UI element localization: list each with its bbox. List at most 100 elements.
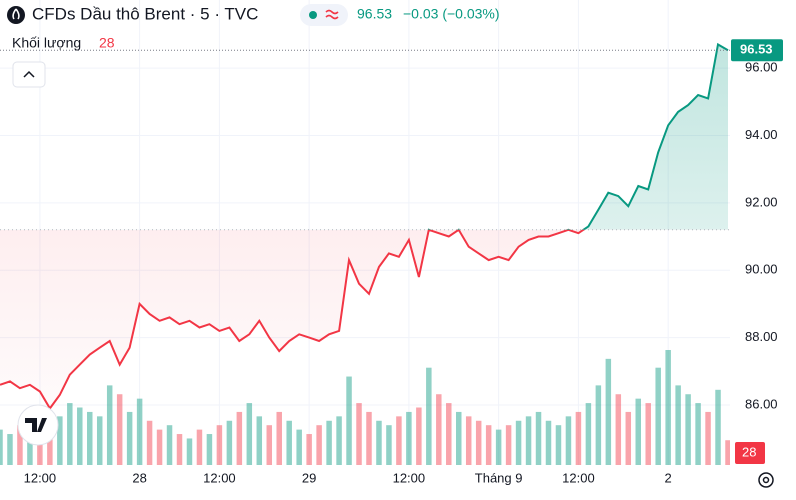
volume-bar: [695, 403, 701, 465]
volume-bar: [675, 385, 681, 465]
volume-bar: [77, 407, 83, 465]
header: CFDs Dầu thô Brent · 5 · TVC 96.53 −0.03…: [7, 4, 500, 88]
last-price: 96.53: [357, 6, 392, 22]
volume-bar: [485, 425, 492, 465]
volume-bar: [595, 385, 602, 465]
volume-bar: [635, 398, 641, 465]
volume-bar: [136, 398, 143, 465]
volume-bar: [446, 403, 452, 465]
volume-bar: [505, 425, 512, 465]
volume-bar: [495, 429, 502, 465]
x-tick-label: 12:00: [24, 470, 57, 485]
volume-bar: [386, 425, 392, 465]
volume-bar: [555, 425, 562, 465]
volume-bar: [396, 416, 402, 465]
time-axis-bg: [0, 466, 796, 495]
volume-bar: [27, 438, 33, 465]
volume-bar: [525, 416, 532, 465]
volume-bar: [96, 416, 103, 465]
volume-legend-value: 28: [99, 35, 115, 51]
volume-bar: [87, 411, 93, 465]
volume-bar: [515, 420, 522, 465]
volume-bar: [426, 367, 432, 465]
volume-bar: [166, 425, 173, 465]
x-tick-label: 12:00: [393, 470, 426, 485]
volume-bar: [436, 394, 442, 465]
plot-area: [0, 0, 731, 465]
volume-bar: [17, 425, 23, 465]
volume-bar: [615, 394, 622, 465]
volume-bar: [545, 420, 552, 465]
volume-bar: [605, 358, 612, 465]
volume-bar: [565, 416, 572, 465]
volume-bar: [705, 411, 711, 465]
price-line-up: [427, 42, 729, 230]
drop-icon: [12, 8, 20, 20]
collapse-button[interactable]: [12, 61, 46, 88]
volume-legend: Khối lượng: [12, 35, 81, 51]
tv-logo[interactable]: [17, 404, 59, 446]
volume-bar: [296, 429, 302, 465]
volume-bar: [67, 403, 73, 465]
volume-bar: [585, 403, 592, 465]
volume-bar: [575, 411, 582, 465]
volume-bar: [176, 434, 183, 465]
volume-bar: [685, 394, 691, 465]
volume-bar: [645, 403, 651, 465]
delayed-icon: [325, 9, 339, 20]
volume-bar: [625, 411, 632, 465]
volume-bar: [236, 411, 243, 465]
volume-bar: [655, 367, 661, 465]
volume-bar: [256, 416, 263, 465]
volume-bar: [57, 416, 63, 465]
settings-icon-center: [762, 476, 770, 484]
y-tick-label: 88.00: [745, 329, 778, 344]
volume-bar: [146, 420, 153, 465]
volume-bar: [276, 411, 282, 465]
volume-bar: [366, 411, 372, 465]
y-tick-label: 86.00: [745, 396, 778, 411]
symbol-icon: [7, 6, 25, 24]
x-tick-label: 12:00: [562, 470, 595, 485]
volume-bar: [0, 429, 3, 465]
area-up: [0, 44, 729, 230]
volume-bar: [376, 420, 382, 465]
volume-bar: [106, 385, 113, 465]
volume-bar: [126, 411, 133, 465]
settings[interactable]: [758, 472, 774, 488]
volume-bar: [216, 425, 223, 465]
volume-bar: [206, 434, 213, 465]
x-tick-label: Tháng 9: [475, 470, 523, 485]
volume-bar: [266, 425, 273, 465]
volume-bar: [286, 420, 292, 465]
volume-bar: [715, 389, 721, 465]
volume-bar: [725, 440, 731, 465]
volume-bar: [186, 438, 193, 465]
volume-bar: [156, 429, 163, 465]
chevron-up: [23, 70, 35, 78]
volume-bar: [465, 416, 472, 465]
axes: 12:00 28 12:00 29 12:00 Tháng 9 12:00 2 86.00 88.…: [24, 39, 783, 485]
area-down: [0, 229, 584, 409]
price-axis-bg: [730, 0, 796, 495]
price-line-down: [0, 229, 586, 411]
volume-bar: [116, 394, 123, 465]
x-tick-label: 2: [665, 470, 672, 485]
last-price-badge: [731, 39, 783, 62]
volume-bar: [306, 434, 312, 465]
last-price-label: 96.53: [740, 42, 773, 57]
y-tick-label: 92.00: [745, 194, 778, 209]
volume-bar: [416, 407, 422, 465]
status-pill[interactable]: [300, 4, 348, 26]
volume-bar: [7, 434, 13, 465]
x-tick-label: 28: [132, 470, 146, 485]
volume-bar: [356, 403, 362, 465]
volume-bar: [336, 416, 342, 465]
volume-badge: [735, 442, 765, 464]
logo-mark: [25, 418, 47, 432]
x-tick-label: 12:00: [203, 470, 236, 485]
price-change: −0.03 (−0.03%): [403, 6, 500, 22]
volume-bar: [665, 350, 671, 465]
logo-bg: [17, 404, 59, 446]
